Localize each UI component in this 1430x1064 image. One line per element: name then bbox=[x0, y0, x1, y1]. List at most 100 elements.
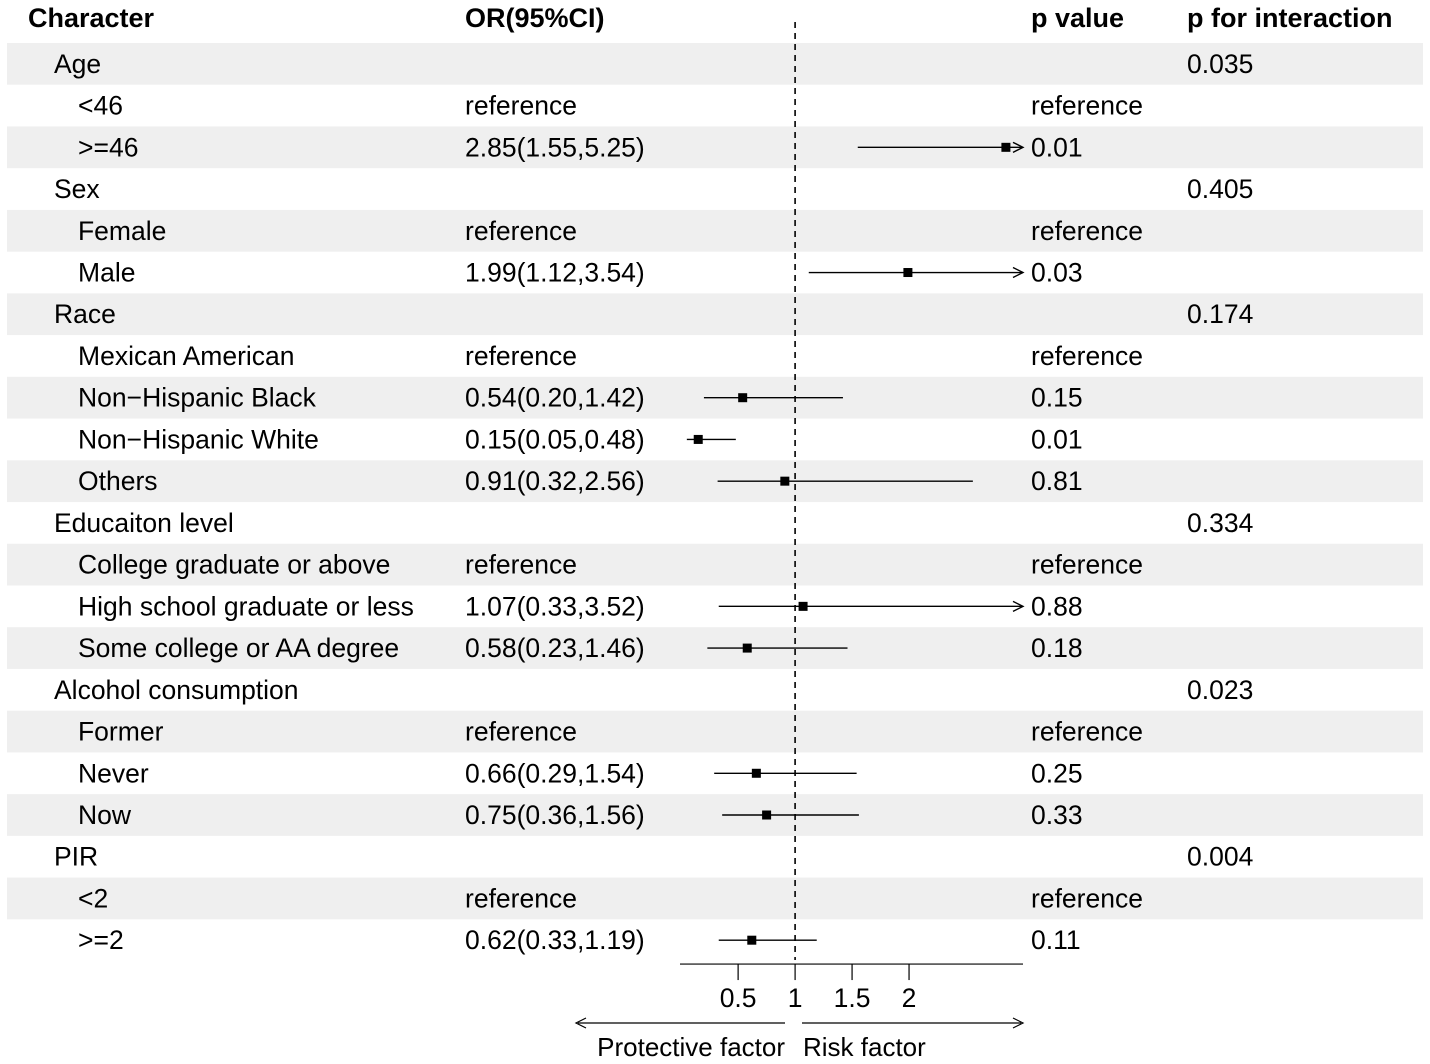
subgroup-label: Some college or AA degree bbox=[78, 633, 399, 663]
risk-arrow-head bbox=[1012, 1017, 1025, 1029]
ci-arrow bbox=[1012, 266, 1025, 279]
p-value: 0.18 bbox=[1031, 633, 1083, 663]
p-interaction-value: 0.035 bbox=[1187, 49, 1253, 79]
subgroup-label: Non−Hispanic White bbox=[78, 424, 319, 454]
x-tick-label: 1 bbox=[788, 983, 803, 1013]
p-value: reference bbox=[1031, 216, 1143, 246]
or-ci-value: 0.15(0.05,0.48) bbox=[465, 424, 645, 454]
group-label: Educaiton level bbox=[54, 508, 234, 538]
row-stripe bbox=[7, 43, 1423, 85]
row-stripe bbox=[7, 710, 1423, 753]
row-stripe bbox=[7, 794, 1423, 836]
point-estimate bbox=[903, 268, 913, 278]
p-value: 0.33 bbox=[1031, 800, 1083, 830]
subgroup-label: >=46 bbox=[78, 132, 138, 162]
point-estimate bbox=[751, 768, 761, 778]
subgroup-label: High school graduate or less bbox=[78, 591, 414, 621]
x-axis: 0.5 1 1.5 2 bbox=[680, 963, 1023, 1013]
group-label: Age bbox=[54, 49, 101, 79]
subgroup-label: Never bbox=[78, 758, 149, 788]
subgroup-label: Non−Hispanic Black bbox=[78, 383, 317, 413]
table-rows: Age 0.035 <46 reference reference >=46 2.85(1.… bbox=[54, 49, 1253, 955]
p-value: reference bbox=[1031, 550, 1143, 580]
or-ci-value: 0.54(0.20,1.42) bbox=[465, 383, 645, 413]
x-tick-label: 1.5 bbox=[834, 983, 871, 1013]
or-ci-value: 1.07(0.33,3.52) bbox=[465, 591, 645, 621]
group-label: Race bbox=[54, 299, 116, 329]
p-value: reference bbox=[1031, 341, 1143, 371]
subgroup-label: Now bbox=[78, 800, 132, 830]
header-p-interaction: p for interaction bbox=[1187, 3, 1393, 33]
p-value: 0.01 bbox=[1031, 132, 1083, 162]
p-interaction-value: 0.174 bbox=[1187, 299, 1253, 329]
subgroup-label: <46 bbox=[78, 91, 123, 121]
ci-arrow bbox=[1012, 141, 1025, 153]
p-interaction-value: 0.023 bbox=[1187, 675, 1253, 705]
row-stripe bbox=[7, 209, 1423, 252]
p-value: 0.15 bbox=[1031, 383, 1083, 413]
or-ci-value: 0.58(0.23,1.46) bbox=[465, 633, 645, 663]
p-value: 0.03 bbox=[1031, 258, 1083, 288]
or-ci-value: reference bbox=[465, 550, 577, 580]
p-interaction-value: 0.334 bbox=[1187, 508, 1253, 538]
subgroup-label: Mexican American bbox=[78, 341, 295, 371]
row-stripe bbox=[7, 460, 1423, 503]
p-value: reference bbox=[1031, 883, 1143, 913]
or-ci-value: reference bbox=[465, 883, 577, 913]
subgroup-label: Male bbox=[78, 258, 135, 288]
column-headers: Character OR(95%CI) p value p for intera… bbox=[28, 3, 1393, 33]
p-value: 0.01 bbox=[1031, 424, 1083, 454]
point-estimate bbox=[742, 643, 752, 653]
subgroup-label: College graduate or above bbox=[78, 550, 390, 580]
direction-labels: Protective factor Risk factor bbox=[574, 1017, 1025, 1062]
p-value: 0.88 bbox=[1031, 591, 1083, 621]
ci-arrow bbox=[1012, 600, 1025, 612]
or-ci-value: reference bbox=[465, 216, 577, 246]
point-estimate bbox=[1001, 142, 1011, 152]
row-stripe bbox=[7, 543, 1423, 586]
point-estimate bbox=[747, 935, 757, 945]
or-ci-value: reference bbox=[465, 91, 577, 121]
subgroup-label: <2 bbox=[78, 883, 108, 913]
header-p-value: p value bbox=[1031, 3, 1124, 33]
protective-arrow-head bbox=[574, 1017, 587, 1029]
ci-marks bbox=[686, 141, 1025, 945]
protective-factor-label: Protective factor bbox=[597, 1032, 785, 1062]
point-estimate bbox=[762, 810, 772, 820]
row-stripe bbox=[7, 877, 1423, 920]
or-ci-value: reference bbox=[465, 717, 577, 747]
or-ci-value: 0.66(0.29,1.54) bbox=[465, 758, 645, 788]
group-label: PIR bbox=[54, 842, 98, 872]
group-label: Sex bbox=[54, 174, 100, 204]
p-value: 0.11 bbox=[1031, 925, 1081, 955]
subgroup-label: Former bbox=[78, 717, 164, 747]
p-value: 0.81 bbox=[1031, 466, 1083, 496]
point-estimate bbox=[798, 601, 808, 611]
p-value: reference bbox=[1031, 91, 1143, 121]
row-stripe bbox=[7, 126, 1423, 169]
or-ci-value: 1.99(1.12,3.54) bbox=[465, 258, 645, 288]
point-estimate bbox=[780, 476, 790, 486]
p-value: 0.25 bbox=[1031, 758, 1083, 788]
p-interaction-value: 0.004 bbox=[1187, 842, 1253, 872]
x-tick-label: 0.5 bbox=[720, 983, 757, 1013]
header-character: Character bbox=[28, 3, 155, 33]
row-stripe bbox=[7, 293, 1423, 336]
subgroup-label: Others bbox=[78, 466, 158, 496]
or-ci-value: 2.85(1.55,5.25) bbox=[465, 132, 645, 162]
point-estimate bbox=[738, 393, 748, 403]
or-ci-value: 0.91(0.32,2.56) bbox=[465, 466, 645, 496]
subgroup-label: Female bbox=[78, 216, 166, 246]
p-interaction-value: 0.405 bbox=[1187, 174, 1253, 204]
subgroup-label: >=2 bbox=[78, 925, 124, 955]
or-ci-value: reference bbox=[465, 341, 577, 371]
or-ci-value: 0.75(0.36,1.56) bbox=[465, 800, 645, 830]
p-value: reference bbox=[1031, 717, 1143, 747]
risk-factor-label: Risk factor bbox=[803, 1032, 926, 1062]
x-tick-label: 2 bbox=[902, 983, 917, 1013]
or-ci-value: 0.62(0.33,1.19) bbox=[465, 925, 645, 955]
header-or: OR(95%CI) bbox=[465, 3, 605, 33]
point-estimate bbox=[693, 434, 703, 444]
group-label: Alcohol consumption bbox=[54, 675, 299, 705]
